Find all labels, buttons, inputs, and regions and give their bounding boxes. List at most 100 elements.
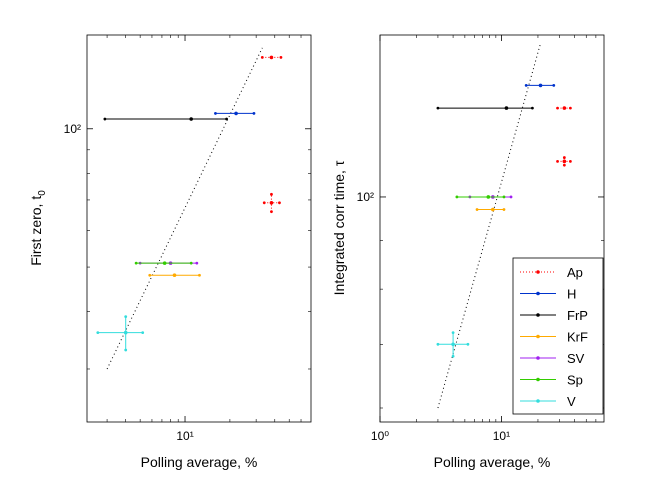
right-series-sp (455, 195, 506, 199)
legend-item-krf: KrF (520, 330, 588, 345)
legend-items: Ap H FrP KrF SV Sp V (520, 265, 588, 409)
right-v-xerr-end (436, 342, 440, 346)
left-series-v (96, 315, 145, 352)
left-data-marks (96, 55, 283, 352)
left-y-axis-label-subscript: 0 (37, 190, 48, 196)
legend-label-ap: Ap (567, 265, 583, 280)
right-frp-xerr-end (530, 106, 534, 110)
right-axis-ticks: 10⁰ 10¹ 10² (357, 35, 604, 443)
left-frp-xerr-end (103, 117, 107, 121)
right-x-tick-label: 10¹ (493, 429, 510, 443)
left-ap-xerr-end (279, 56, 283, 59)
right-series-ap (556, 106, 572, 167)
right-ap-xerr-end (568, 159, 572, 163)
right-data-marks (436, 83, 572, 358)
left-ap-xerr-end (278, 201, 281, 205)
left-series-h (214, 111, 256, 116)
right-krf-xerr-end (475, 208, 479, 211)
right-series-frp (436, 106, 534, 110)
legend-item-ap: Ap (520, 265, 583, 280)
left-v-yerr-end (124, 348, 128, 352)
right-y-axis-label: Integrated corr time, τ (331, 160, 347, 295)
legend-item-frp: FrP (520, 308, 588, 323)
left-frp-xerr-end (225, 117, 228, 121)
legend-label-sv: SV (567, 351, 585, 366)
left-series-krf (148, 273, 201, 278)
left-krf-point (172, 273, 177, 278)
left-series-frp (103, 117, 228, 121)
left-krf-xerr-end (148, 273, 152, 277)
left-sv-xerr-end (195, 261, 199, 265)
left-series-ap (260, 55, 283, 214)
legend-swatch-marker (536, 291, 540, 296)
right-x-axis-label: Polling average, % (434, 454, 551, 470)
legend-swatch-marker (536, 399, 540, 403)
left-y-tick-label: 10² (64, 122, 81, 136)
legend-swatch-marker (536, 313, 540, 317)
right-series-v (436, 331, 470, 358)
right-krf-xerr-end (502, 208, 506, 211)
right-h-xerr-end (552, 84, 556, 87)
left-v-xerr-end (96, 331, 100, 335)
right-krf-point (491, 207, 495, 212)
left-y-axis-label: First zero, t0 (28, 190, 48, 266)
legend-item-sv: SV (520, 351, 585, 366)
legend-item-h: H (520, 287, 576, 302)
left-sp-xerr-end (134, 261, 138, 265)
right-frp-xerr-end (436, 106, 440, 110)
left-ap-xerr-end (260, 56, 264, 59)
left-frp-point (189, 117, 193, 121)
legend-item-v: V (520, 394, 576, 409)
left-plot-area (86, 34, 312, 423)
right-ap-yerr-end (562, 156, 566, 159)
left-axis-ticks: 10¹ 10² (64, 35, 311, 443)
right-series-krf (475, 207, 506, 212)
right-ap-xerr-end (556, 106, 559, 110)
legend-swatch-marker (536, 356, 540, 360)
left-ap-point (269, 55, 274, 60)
right-y-tick-label: 10² (357, 190, 374, 204)
left-sp-xerr-end (189, 261, 193, 265)
right-x-tick-label: 10⁰ (371, 429, 389, 443)
left-ap-xerr-end (262, 201, 266, 205)
right-sp-xerr-end (455, 195, 459, 199)
legend-label-krf: KrF (567, 330, 588, 345)
left-chart-panel: 10¹ 10² Polling average, % First zero, t0 (28, 34, 312, 470)
legend-swatch-marker (536, 334, 540, 339)
right-frp-point (504, 106, 509, 110)
left-ap-yerr-end (270, 192, 273, 196)
left-ap-point (269, 201, 274, 205)
left-y-axis-label-main: First zero, t (28, 196, 44, 266)
right-sp-point (486, 195, 491, 199)
left-x-tick-label: 10¹ (176, 429, 193, 443)
left-krf-xerr-end (198, 273, 201, 277)
right-series-h (524, 83, 556, 88)
right-sp-xerr-end (502, 195, 506, 199)
legend-label-v: V (567, 394, 576, 409)
legend-swatch-marker (536, 270, 540, 274)
right-v-yerr-end (451, 354, 455, 358)
right-h-xerr-end (524, 84, 528, 87)
left-h-point (234, 111, 238, 116)
right-v-xerr-end (466, 342, 470, 346)
right-v-point (451, 342, 455, 347)
right-ap-point (562, 159, 567, 164)
left-series-sp (134, 261, 193, 265)
right-ap-yerr-end (562, 163, 566, 167)
legend-item-sp: Sp (520, 373, 583, 388)
left-h-xerr-end (214, 112, 217, 115)
legend-label-h: H (567, 287, 576, 302)
left-v-xerr-end (141, 331, 145, 335)
legend-label-sp: Sp (567, 373, 583, 388)
legend-label-frp: FrP (567, 308, 588, 323)
left-v-yerr-end (124, 315, 128, 319)
left-sp-point (162, 261, 167, 265)
legend-swatch-marker (536, 377, 540, 382)
left-x-axis-label: Polling average, % (141, 454, 258, 470)
right-chart-panel: 10⁰ 10¹ 10² Polling average, % Integrated … (331, 34, 605, 470)
right-sv-xerr-end (509, 195, 513, 199)
right-h-point (538, 83, 543, 88)
right-ap-point (562, 106, 567, 110)
right-ap-xerr-end (568, 106, 572, 110)
